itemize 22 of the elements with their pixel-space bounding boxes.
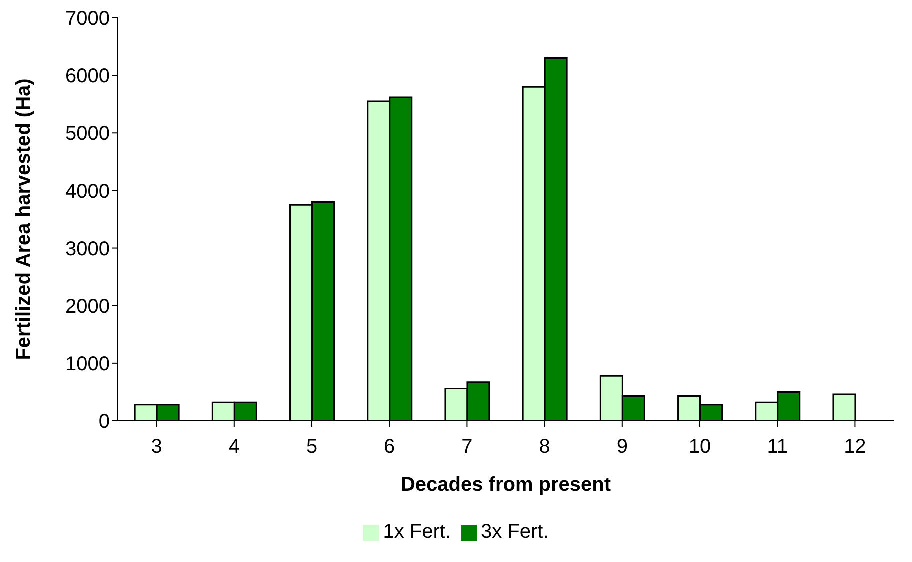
x-tick-label: 12 xyxy=(844,436,866,458)
x-tick-label: 6 xyxy=(384,436,396,458)
y-tick-label: 0 xyxy=(98,411,110,434)
x-tick-label: 11 xyxy=(767,436,788,458)
x-tick-label: 4 xyxy=(228,436,240,458)
x-tick-label: 7 xyxy=(462,436,473,458)
x-tick-label: 5 xyxy=(306,436,318,458)
y-tick-label: 6000 xyxy=(66,66,110,88)
x-tick-label: 10 xyxy=(688,436,712,458)
y-tick-label: 4000 xyxy=(66,180,110,203)
y-tick-label: 5000 xyxy=(66,123,110,146)
y-tick-label: 7000 xyxy=(66,8,110,30)
x-tick-label: 8 xyxy=(539,436,550,458)
x-tick-label: 9 xyxy=(616,436,628,458)
y-tick-label: 2000 xyxy=(66,296,110,318)
legend-label: 1x Fert. xyxy=(383,521,451,543)
y-tick-label: 3000 xyxy=(66,238,110,260)
y-axis-title: Fertilized Area harvested (Ha) xyxy=(13,78,36,360)
legend-label: 3x Fert. xyxy=(481,521,549,543)
y-tick-label: 1000 xyxy=(66,354,110,376)
x-tick-label: 3 xyxy=(151,436,162,458)
x-axis-title: Decades from present xyxy=(400,474,612,496)
